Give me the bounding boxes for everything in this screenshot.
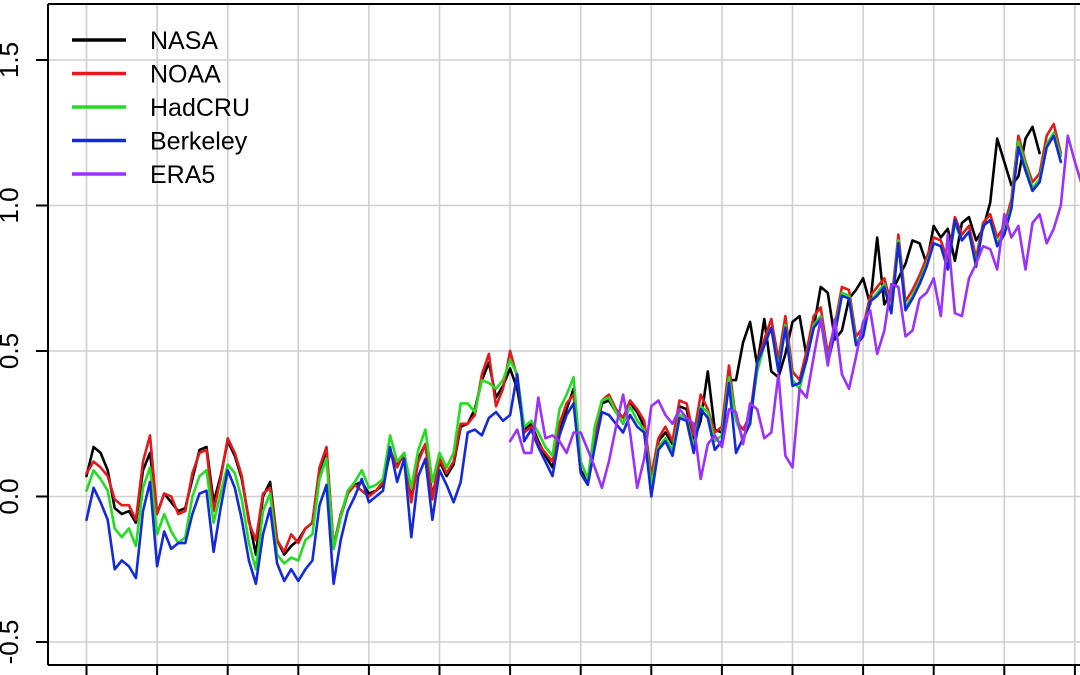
series-line-era5: [508, 134, 1080, 490]
y-tick-label: 0.0: [0, 478, 24, 514]
series-lines: [85, 122, 1080, 586]
y-tick-label: 1.0: [0, 187, 24, 223]
y-axis: -0.5 0.0 0.5 1.0 1.5: [0, 42, 48, 664]
series-line-berkeley: [85, 134, 1063, 586]
legend-label-berkeley: Berkeley: [150, 128, 248, 156]
series-line-hadcru: [85, 131, 1063, 571]
legend: NASA NOAA HadCRU Berkeley ERA5: [72, 27, 250, 189]
y-tick-label: 0.5: [0, 333, 24, 369]
legend-label-nasa: NASA: [150, 27, 218, 55]
legend-label-noaa: NOAA: [150, 61, 221, 89]
legend-label-hadcru: HadCRU: [150, 94, 250, 122]
legend-label-era5: ERA5: [150, 161, 215, 189]
y-tick-label: -0.5: [0, 620, 24, 665]
series-line-noaa: [85, 122, 1063, 554]
x-axis-ticks: [85, 665, 1076, 675]
y-tick-label: 1.5: [0, 42, 24, 78]
